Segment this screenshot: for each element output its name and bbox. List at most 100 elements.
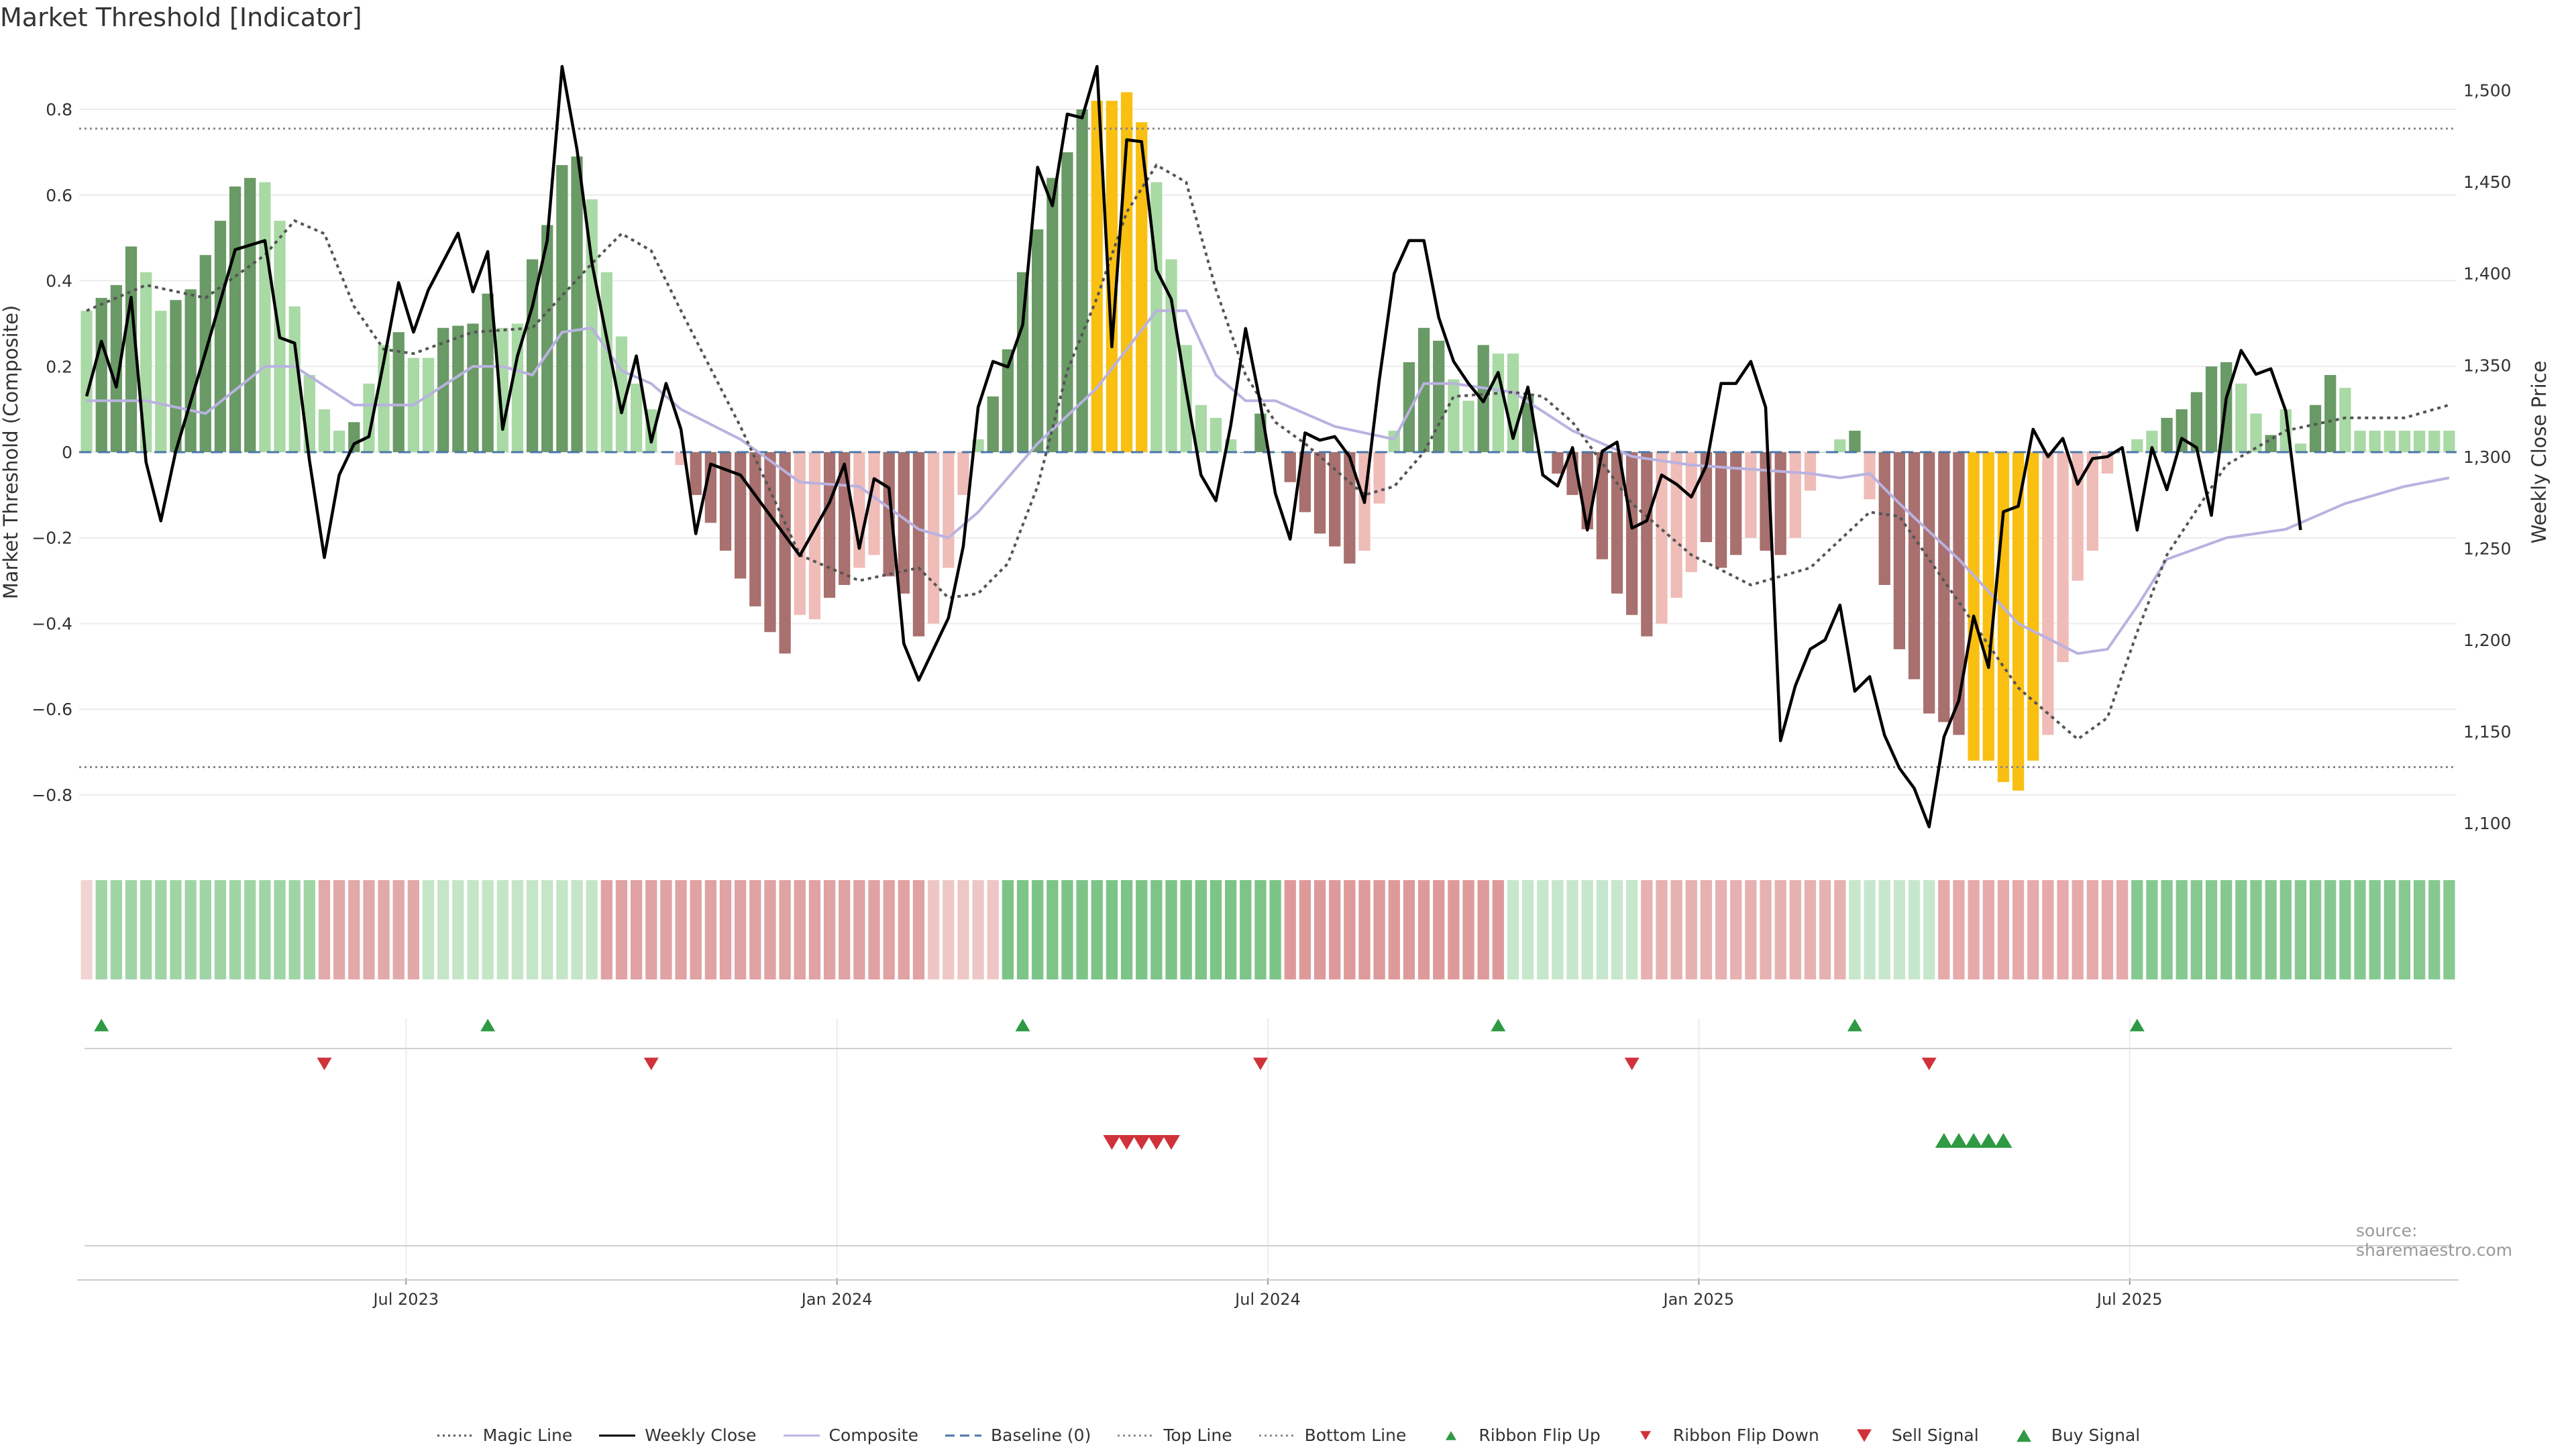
- ribbon-cell: [972, 880, 984, 979]
- x-tick-label: Jan 2025: [1662, 1290, 1734, 1309]
- ribbon-cell: [987, 880, 999, 979]
- ribbon-cell: [1968, 880, 1980, 979]
- ribbon-cell: [1417, 880, 1430, 979]
- ribbon-cell: [2131, 880, 2143, 979]
- ribbon-cell: [407, 880, 420, 979]
- composite-bar: [1953, 452, 1965, 735]
- legend-label: Weekly Close: [645, 1426, 757, 1445]
- legend-label: Bottom Line: [1304, 1426, 1407, 1445]
- composite-bar: [704, 452, 717, 523]
- ribbon-cell: [719, 880, 732, 979]
- composite-bar: [2324, 375, 2337, 452]
- composite-bar: [719, 452, 732, 551]
- composite-bar: [1433, 340, 1445, 452]
- composite-bar: [1581, 452, 1593, 529]
- ribbon-cell: [348, 880, 360, 979]
- composite-bar: [1061, 152, 1073, 452]
- grid-layer: [79, 109, 2457, 1275]
- ribbon-flip-down-marker: [317, 1057, 332, 1071]
- composite-bar: [1893, 452, 1906, 649]
- ribbon-cell: [2012, 880, 2025, 979]
- composite-bar: [170, 300, 182, 452]
- y2-tick-label: 1,150: [2463, 722, 2512, 741]
- y2-tick-label: 1,400: [2463, 264, 2512, 284]
- ribbon-cell: [823, 880, 836, 979]
- composite-bar: [1611, 452, 1623, 594]
- composite-bar: [794, 452, 806, 615]
- composite-bar: [1016, 272, 1029, 452]
- ribbon-cell: [779, 880, 791, 979]
- ribbon-flip-down-marker: [1921, 1057, 1937, 1071]
- ribbon-cell: [2057, 880, 2069, 979]
- composite-bar: [1195, 405, 1207, 452]
- signals-layer: [94, 1018, 2145, 1150]
- composite-bar: [868, 452, 880, 555]
- composite-bar: [110, 284, 123, 452]
- composite-bar: [2190, 392, 2203, 452]
- composite-bar: [526, 259, 539, 452]
- ribbon-cell: [288, 880, 301, 979]
- y-tick-label: 0.8: [46, 100, 72, 119]
- composite-bar: [1745, 452, 1757, 538]
- composite-bar: [735, 452, 747, 579]
- y2-tick-label: 1,500: [2463, 81, 2512, 101]
- y-tick-label: −0.8: [32, 786, 72, 805]
- ribbon-cell: [1685, 880, 1697, 979]
- composite-bar: [1596, 452, 1609, 559]
- composite-bar: [467, 323, 479, 452]
- ribbon-cell: [1908, 880, 1921, 979]
- composite-bar: [482, 293, 494, 452]
- ribbon-cell: [274, 880, 286, 979]
- chart-legend: Magic Line Weekly Close Composite Baseline …: [0, 1426, 2576, 1445]
- y-tick-label: 0: [62, 443, 72, 462]
- legend-item: Composite: [782, 1426, 918, 1445]
- composite-bar: [1299, 452, 1311, 513]
- ribbon-cell: [363, 880, 375, 979]
- y-tick-label: 0.4: [46, 272, 72, 291]
- composite-bar: [2205, 366, 2218, 452]
- ribbon-cell: [927, 880, 940, 979]
- ribbon-cell: [511, 880, 524, 979]
- ribbon-cell: [1032, 880, 1044, 979]
- ribbon-cell: [378, 880, 390, 979]
- ribbon-cell: [2205, 880, 2218, 979]
- composite-bar: [2012, 452, 2025, 791]
- composite-bar: [1908, 452, 1921, 680]
- ribbon-flip-up-marker: [1847, 1018, 1862, 1032]
- legend-swatch-icon: [437, 1434, 474, 1436]
- legend-swatch-icon: [1118, 1434, 1155, 1436]
- ribbon-cell: [868, 880, 880, 979]
- composite-bar: [1819, 452, 1831, 453]
- ribbon-flip-down-marker: [1624, 1057, 1640, 1071]
- legend-swatch-icon: [2016, 1429, 2031, 1442]
- ribbon-cell: [615, 880, 628, 979]
- composite-bar: [1878, 452, 1890, 585]
- composite-bar: [571, 156, 583, 452]
- ribbon-cell: [1849, 880, 1861, 979]
- buy-signal-marker: [1949, 1132, 1968, 1148]
- chart-title: Market Threshold [Indicator]: [0, 3, 362, 32]
- ribbon-cell: [1715, 880, 1727, 979]
- ribbon-cell: [764, 880, 776, 979]
- composite-bar: [749, 452, 761, 606]
- composite-bar: [452, 325, 464, 452]
- legend-swatch-icon: [1856, 1429, 1872, 1442]
- ribbon-cell: [2443, 880, 2455, 979]
- composite-bar: [1136, 122, 1148, 452]
- ribbon-cell: [199, 880, 211, 979]
- ribbon-cell: [1076, 880, 1088, 979]
- buy-signal-marker: [1980, 1132, 1998, 1148]
- legend-swatch-icon: [783, 1434, 820, 1436]
- legend-item: Ribbon Flip Up: [1432, 1426, 1601, 1445]
- ribbon-flip-up-marker: [1491, 1018, 1506, 1032]
- composite-bar: [1849, 431, 1861, 452]
- composite-bar: [2354, 431, 2366, 452]
- ribbon-cell: [1864, 880, 1876, 979]
- x-tick-label: Jul 2023: [372, 1290, 439, 1309]
- composite-bar: [1968, 452, 1980, 761]
- ribbon-flip-up-marker: [2129, 1018, 2145, 1032]
- legend-label: Baseline (0): [990, 1426, 1091, 1445]
- composite-bar: [1091, 101, 1103, 453]
- ribbon-cell: [1329, 880, 1341, 979]
- composite-line: [87, 309, 2450, 655]
